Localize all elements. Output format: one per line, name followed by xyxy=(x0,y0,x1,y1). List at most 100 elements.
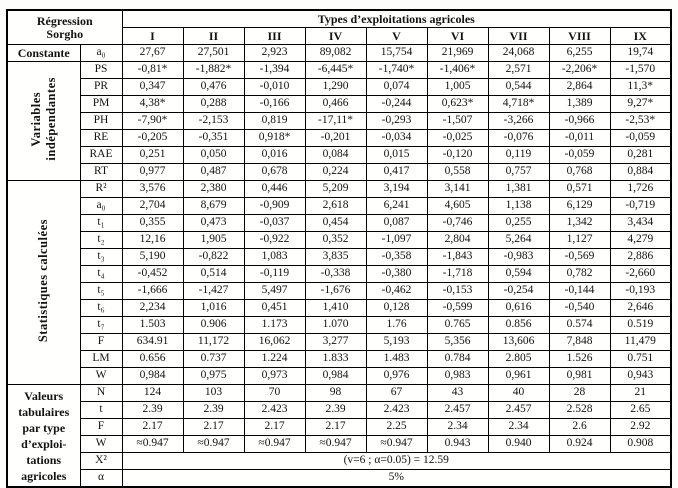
table-cell: 2,804 xyxy=(426,231,489,249)
table-cell: 3,277 xyxy=(304,333,367,351)
table-cell: 1,127 xyxy=(548,231,611,249)
table-cell: 1.173 xyxy=(243,316,306,334)
table-cell: 0,623* xyxy=(426,95,489,113)
table-cell: 0.924 xyxy=(548,435,611,453)
table-cell: -0,193 xyxy=(609,282,672,300)
table-row-rae: RAE 0,251 0,050 0,016 0,084 0,015 -0,120 0,119… xyxy=(7,146,672,164)
table-row-w-tab: W ≈0.947 ≈0.947 ≈0.947 ≈0.947 ≈0.947 0.943 0.9… xyxy=(7,435,672,453)
table-cell: -1,676 xyxy=(304,282,367,300)
table-cell: 27,501 xyxy=(182,44,245,62)
table-cell: 24,068 xyxy=(487,44,550,62)
row-label-t5: t₅ xyxy=(79,282,123,300)
table-cell: 6,129 xyxy=(548,197,611,215)
table-cell: 0,050 xyxy=(182,146,245,164)
table-cell: 8,679 xyxy=(182,197,245,215)
table-cell: 28 xyxy=(548,384,611,402)
table-cell: -0,010 xyxy=(243,78,306,96)
row-label-t4: t₄ xyxy=(79,265,123,283)
table-row-re: RE -0,205 -0,351 0,918* -0,201 -0,034 -0,025-… xyxy=(7,129,672,147)
table-cell: -3,266 xyxy=(487,112,550,130)
row-label-w-tab: W xyxy=(79,435,123,453)
table-cell: 11,479 xyxy=(609,333,672,351)
table-row-t-tab: t 2.39 2.39 2.423 2.39 2.423 2.457 2.457 2.528 2… xyxy=(7,401,672,419)
chi2-value: (v=6 ; α=0.05) = 12.59 xyxy=(121,452,672,470)
table-cell: 2,618 xyxy=(304,197,367,215)
table-cell: 1,410 xyxy=(304,299,367,317)
table-cell: -0,144 xyxy=(548,282,611,300)
table-row-constante: Constante a₀ 27,67 27,501 2,923 89,082 15,75… xyxy=(6,44,672,62)
table-cell: VI xyxy=(426,27,489,45)
table-cell: -0,034 xyxy=(365,129,428,147)
table-row-f-stat: F 634.91 11,172 16,062 3,277 5,193 5,356 13,60… xyxy=(7,333,672,351)
table-cell: 5,497 xyxy=(243,282,306,300)
table-cell: 0,678 xyxy=(243,163,306,181)
table-cell: 21 xyxy=(609,384,672,402)
table-cell: 0,255 xyxy=(487,214,550,232)
table-cell: IX xyxy=(609,27,672,45)
table-cell: 1,290 xyxy=(304,78,367,96)
table-cell: -2,206* xyxy=(548,61,611,79)
table-cell: -6,445* xyxy=(304,61,367,79)
table-cell: -1,666 xyxy=(121,282,184,300)
table-cell: 0,976 xyxy=(365,367,428,385)
row-label-rae: RAE xyxy=(79,146,123,164)
table-cell: -1,427 xyxy=(182,282,245,300)
table-cell: 2.17 xyxy=(182,418,245,436)
table-cell: -0,338 xyxy=(304,265,367,283)
table-cell: 0,347 xyxy=(121,78,184,96)
table-row-ph: PH -7,90* -2,153 0,819 -17,11* -0,293 -1,507-… xyxy=(7,112,672,130)
section-label-stats: Statistiques calculées xyxy=(6,180,81,385)
table-cell: ≈0.947 xyxy=(121,435,184,453)
row-label-rt: RT xyxy=(79,163,123,181)
table-cell: 2.17 xyxy=(243,418,306,436)
table-cell: 0,544 xyxy=(487,78,550,96)
table-cell: -0,922 xyxy=(243,231,306,249)
table-cell: 0,981 xyxy=(548,367,611,385)
table-cell: 3,141 xyxy=(426,180,489,198)
table-cell: 0,514 xyxy=(182,265,245,283)
table-cell: II xyxy=(182,27,245,45)
row-label-alpha: α xyxy=(79,469,123,488)
row-label-chi2: X² xyxy=(79,452,123,470)
table-cell: 0,782 xyxy=(548,265,611,283)
table-cell: 0.519 xyxy=(609,316,672,334)
table-row-alpha: α 5% xyxy=(7,469,672,488)
table-cell: V xyxy=(365,27,428,45)
table-cell: 2,646 xyxy=(609,299,672,317)
table-cell: VII xyxy=(487,27,550,45)
row-label-ps: PS xyxy=(79,61,123,79)
table-row-n: Valeurs tabulaires par type d’exploi- ta… xyxy=(6,384,672,488)
row-label-stat-a0: a₀ xyxy=(79,197,123,215)
table-cell: -1,882* xyxy=(182,61,245,79)
table-cell: 0.751 xyxy=(609,350,672,368)
table-cell: -0,966 xyxy=(548,112,611,130)
row-label-f-tab: F xyxy=(79,418,123,436)
table-cell: 0,128 xyxy=(365,299,428,317)
table-cell: 0.906 xyxy=(182,316,245,334)
table-cell: -0,120 xyxy=(426,146,489,164)
table-cell: 9,27* xyxy=(609,95,672,113)
table-cell: 2.423 xyxy=(365,401,428,419)
table-row-rt: RT 0,977 0,487 0,678 0,224 0,417 0,558 0,757 0,… xyxy=(7,163,672,181)
table-cell: -0,201 xyxy=(304,129,367,147)
table-cell: 11,3* xyxy=(609,78,672,96)
table-cell: -0,119 xyxy=(243,265,306,283)
table-cell: -0,059 xyxy=(609,129,672,147)
table-cell: 21,969 xyxy=(426,44,489,62)
table-cell: 0,476 xyxy=(182,78,245,96)
table-cell: -0,244 xyxy=(365,95,428,113)
table-cell: 2.92 xyxy=(609,418,672,436)
table-cell: ≈0.947 xyxy=(304,435,367,453)
section-label-constante: Constante xyxy=(6,44,81,62)
table-cell: 0,288 xyxy=(182,95,245,113)
table-cell: 0,251 xyxy=(121,146,184,164)
table-cell: 2,704 xyxy=(121,197,184,215)
table-cell: 0.856 xyxy=(487,316,550,334)
table-cell: ≈0.947 xyxy=(243,435,306,453)
table-cell: 2.423 xyxy=(243,401,306,419)
table-cell: 0.908 xyxy=(609,435,672,453)
table-cell: 0,074 xyxy=(365,78,428,96)
row-label-ph: PH xyxy=(79,112,123,130)
row-label-t7: t₇ xyxy=(79,316,123,334)
